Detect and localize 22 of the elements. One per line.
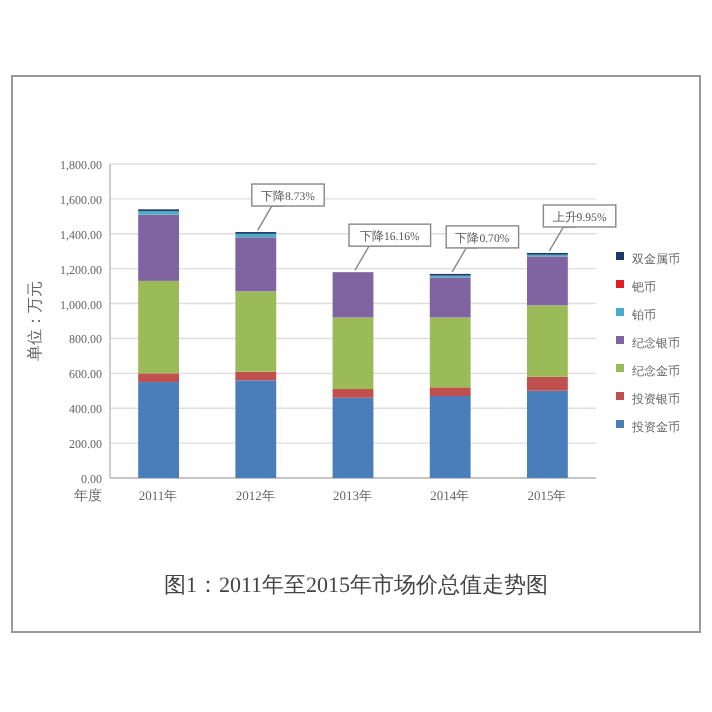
bar [332, 272, 374, 318]
bar [138, 280, 180, 374]
bar [235, 291, 277, 372]
bar [526, 376, 568, 391]
bar [235, 380, 277, 478]
bar [429, 277, 471, 318]
bar [429, 317, 471, 388]
bar [235, 371, 277, 381]
bar [138, 382, 180, 478]
bar [526, 256, 568, 306]
bar [429, 396, 471, 478]
bar [235, 237, 277, 292]
bar [526, 390, 568, 478]
bar [332, 389, 374, 398]
bar [138, 373, 180, 383]
y-axis-title: 单位：万元 [26, 281, 44, 361]
bar [429, 387, 471, 397]
text: 图1：2011年至2015年市场价总值走势图 [163, 572, 549, 598]
bar [526, 305, 568, 377]
bar [332, 317, 374, 390]
bar [332, 397, 374, 478]
bar [138, 214, 180, 281]
